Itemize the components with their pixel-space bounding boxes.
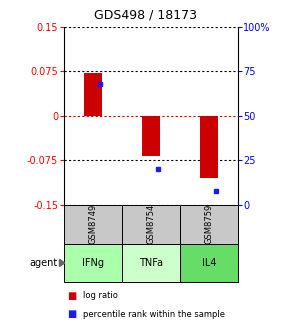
Text: TNFa: TNFa — [139, 258, 163, 268]
Text: GDS498 / 18173: GDS498 / 18173 — [93, 9, 197, 22]
Text: ■: ■ — [67, 309, 76, 319]
Text: percentile rank within the sample: percentile rank within the sample — [83, 310, 225, 319]
Bar — [142, 116, 160, 156]
Bar — [84, 73, 102, 116]
Text: IL4: IL4 — [202, 258, 216, 268]
Text: GSM8749: GSM8749 — [88, 204, 97, 244]
Text: agent: agent — [30, 258, 58, 268]
Text: GSM8759: GSM8759 — [204, 204, 213, 244]
Text: ■: ■ — [67, 291, 76, 301]
Text: GSM8754: GSM8754 — [146, 204, 155, 244]
Text: IFNg: IFNg — [82, 258, 104, 268]
Bar — [200, 116, 218, 178]
Text: log ratio: log ratio — [83, 291, 117, 300]
